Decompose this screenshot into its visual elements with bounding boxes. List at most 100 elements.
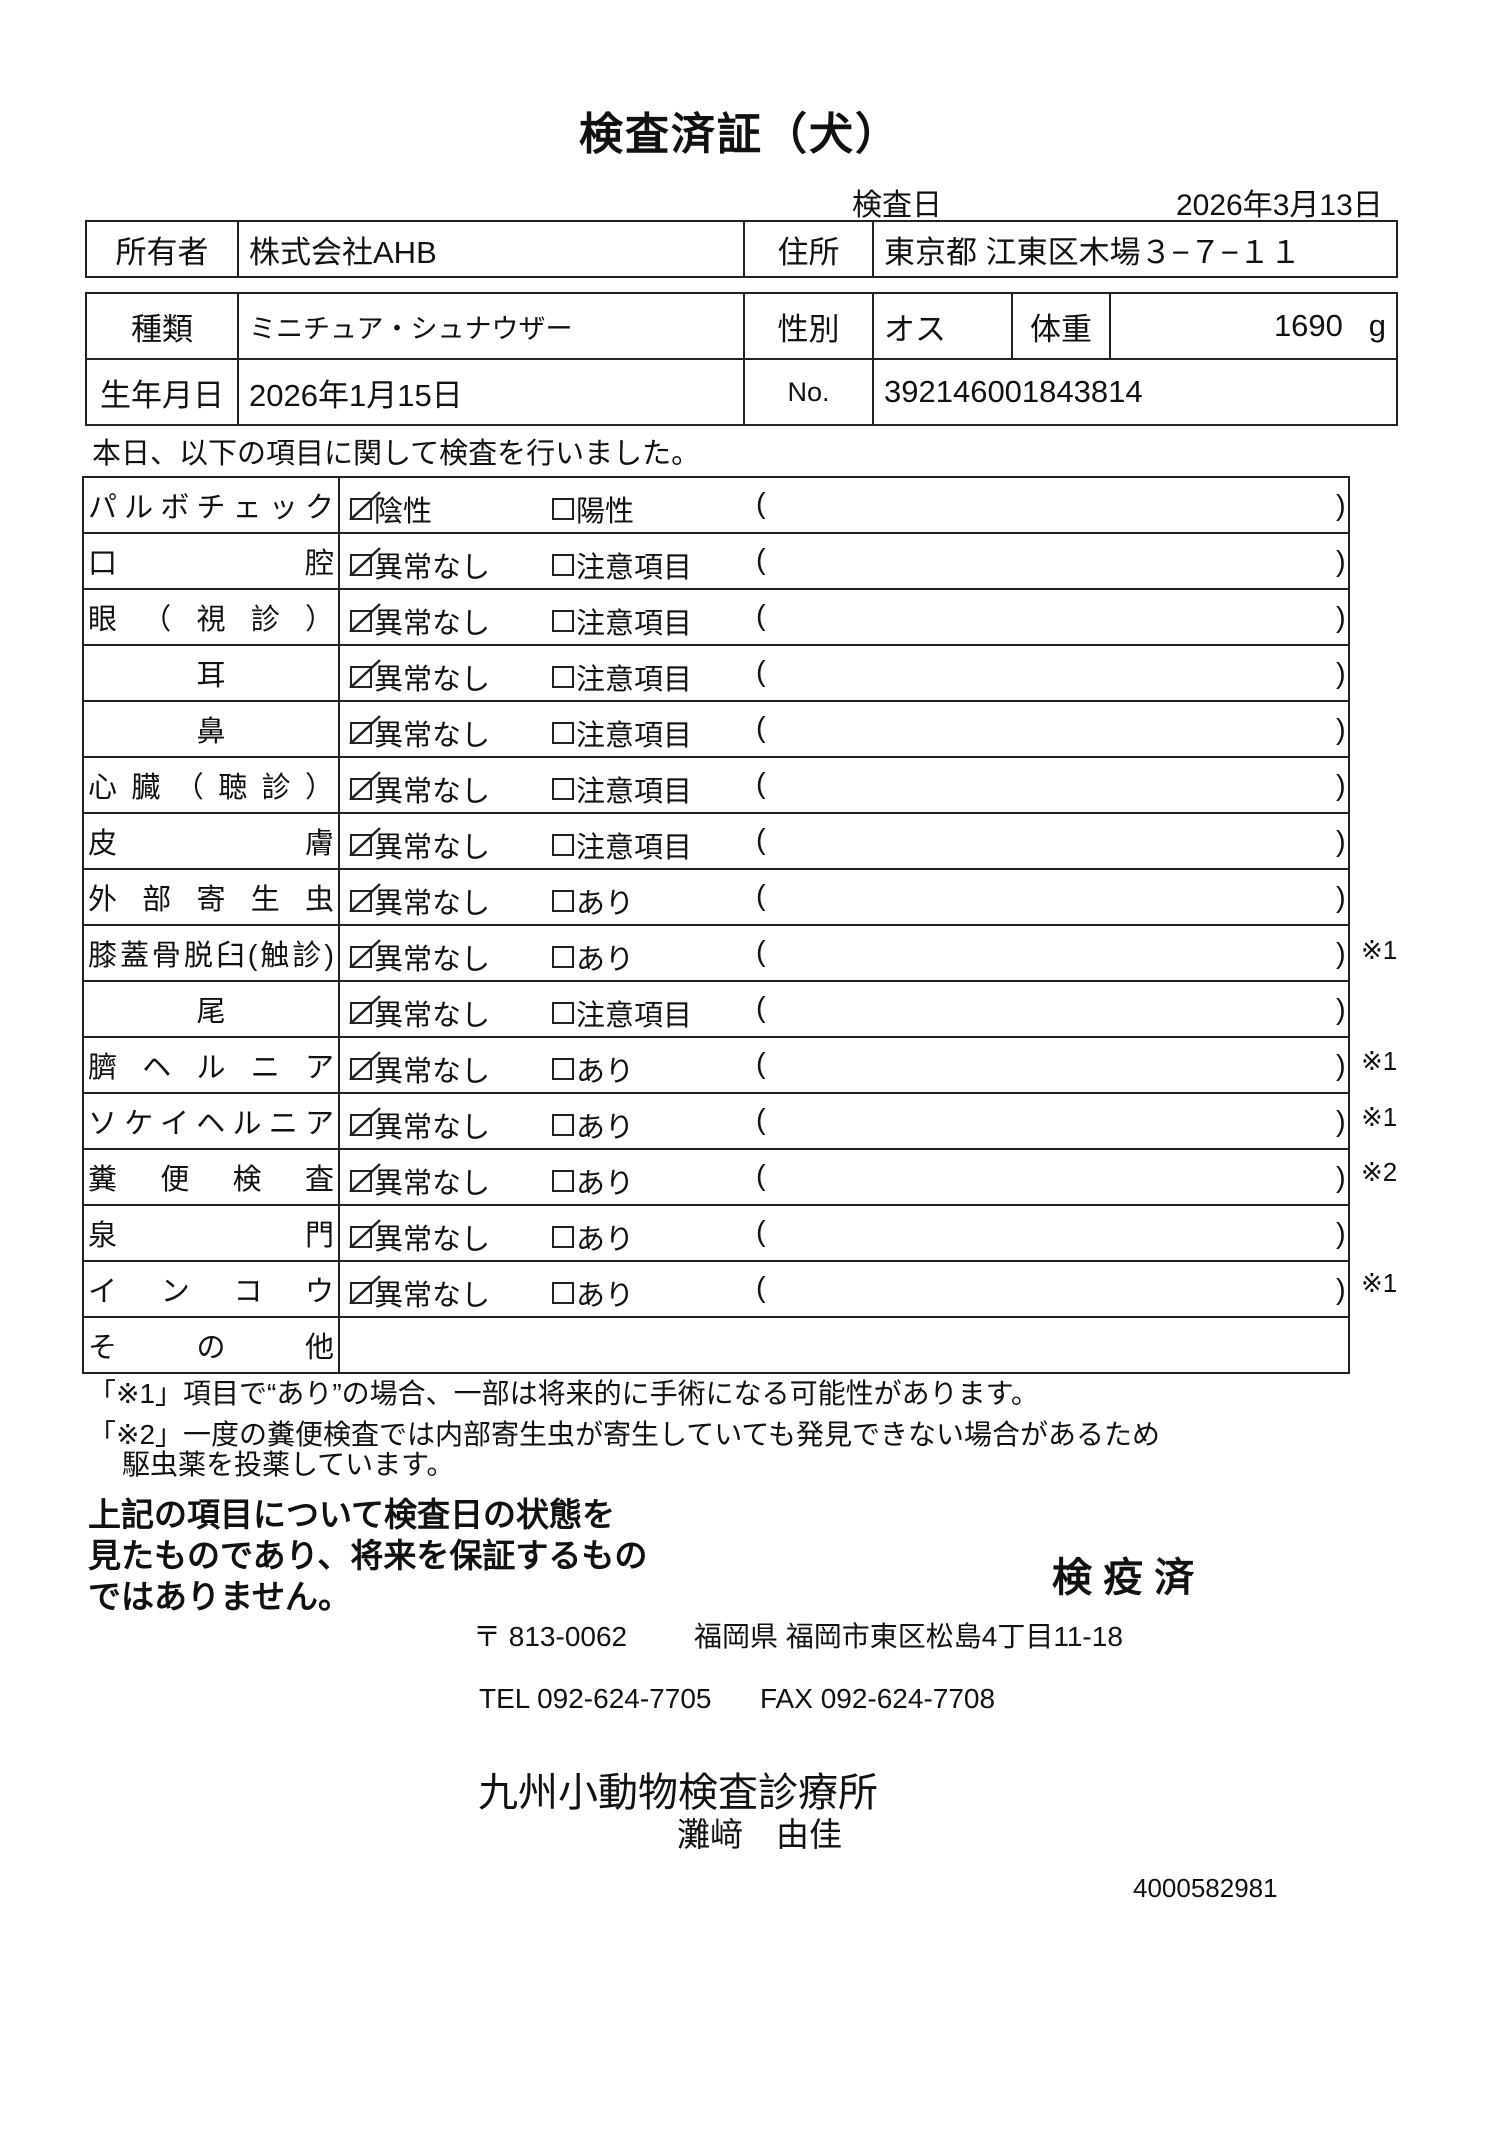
option-normal[interactable]: 異常なし bbox=[349, 600, 490, 642]
paren-close: ) bbox=[1336, 490, 1346, 522]
address-label: 住所 bbox=[743, 220, 874, 278]
option-concern[interactable]: 注意項目 bbox=[552, 824, 692, 866]
sex-label: 性別 bbox=[743, 292, 874, 360]
checkbox-checked-icon[interactable] bbox=[349, 939, 381, 968]
option-concern-label: あり bbox=[576, 1280, 635, 1312]
option-normal[interactable]: 異常なし bbox=[349, 824, 490, 866]
weight-number: 1690 bbox=[1273, 308, 1343, 343]
option-concern[interactable]: 注意項目 bbox=[552, 544, 692, 586]
checkbox-checked-icon[interactable] bbox=[349, 883, 381, 912]
checkbox-checked-icon[interactable] bbox=[349, 1107, 381, 1136]
animal-table: 種類 ミニチュア・シュナウザー 性別 オス 体重 1690 g 生年月日 202… bbox=[85, 292, 1398, 426]
option-concern[interactable]: 注意項目 bbox=[552, 768, 692, 810]
paren-open: ( bbox=[756, 488, 766, 520]
checkbox-checked-icon[interactable] bbox=[349, 715, 381, 744]
option-normal-label: 異常なし bbox=[374, 1280, 491, 1312]
paren-open: ( bbox=[756, 1160, 766, 1192]
paren-open: ( bbox=[756, 824, 766, 856]
option-concern[interactable]: あり bbox=[552, 1048, 634, 1090]
option-concern[interactable]: 注意項目 bbox=[552, 656, 692, 698]
paren-close: ) bbox=[1336, 826, 1346, 858]
checkbox-icon[interactable] bbox=[552, 946, 574, 968]
option-normal[interactable]: 異常なし bbox=[349, 768, 490, 810]
checkbox-checked-icon[interactable] bbox=[349, 827, 381, 856]
checkbox-icon[interactable] bbox=[552, 1114, 574, 1136]
checkbox-icon[interactable] bbox=[552, 778, 574, 800]
option-normal[interactable]: 異常なし bbox=[349, 880, 490, 922]
check-label: 耳 bbox=[82, 644, 340, 702]
option-normal[interactable]: 異常なし bbox=[349, 1104, 490, 1146]
option-concern-label: 注意項目 bbox=[576, 552, 693, 584]
check-cell: 異常なし あり ( ) bbox=[338, 868, 1350, 926]
checkbox-checked-icon[interactable] bbox=[349, 547, 381, 576]
checkbox-icon[interactable] bbox=[552, 610, 574, 632]
option-concern[interactable]: 注意項目 bbox=[552, 992, 692, 1034]
checkbox-checked-icon[interactable] bbox=[349, 1219, 381, 1248]
option-normal[interactable]: 陰性 bbox=[349, 488, 432, 530]
checkbox-icon[interactable] bbox=[552, 722, 574, 744]
no-value: 392146001843814 bbox=[872, 358, 1398, 426]
checkbox-icon[interactable] bbox=[552, 1058, 574, 1080]
paren-close: ) bbox=[1336, 994, 1346, 1026]
option-normal[interactable]: 異常なし bbox=[349, 712, 490, 754]
option-normal[interactable]: 異常なし bbox=[349, 1160, 490, 1202]
no-label: No. bbox=[743, 358, 874, 426]
disclaimer-line-1: 上記の項目について検査日の状態を bbox=[88, 1496, 616, 1533]
checkbox-checked-icon[interactable] bbox=[349, 771, 381, 800]
checkbox-checked-icon[interactable] bbox=[349, 603, 381, 632]
option-concern[interactable]: 注意項目 bbox=[552, 600, 692, 642]
paren-open: ( bbox=[756, 1104, 766, 1136]
check-cell: 異常なし 注意項目 ( ) bbox=[338, 812, 1350, 870]
check-cell: 陰性 陽性 ( ) bbox=[338, 476, 1350, 534]
check-row: 臍ヘルニア 異常なし あり ( ) bbox=[82, 1036, 1350, 1094]
option-normal[interactable]: 異常なし bbox=[349, 1048, 490, 1090]
checkbox-checked-icon[interactable] bbox=[349, 659, 381, 688]
option-concern-label: 注意項目 bbox=[576, 664, 693, 696]
checkbox-icon[interactable] bbox=[552, 890, 574, 912]
checkbox-icon[interactable] bbox=[552, 666, 574, 688]
checkbox-checked-icon[interactable] bbox=[349, 995, 381, 1024]
address-value: 東京都 江東区木場３−７−１１ bbox=[872, 220, 1398, 278]
option-concern[interactable]: 陽性 bbox=[552, 488, 634, 530]
owner-table: 所有者 株式会社AHB 住所 東京都 江東区木場３−７−１１ bbox=[85, 220, 1398, 278]
paren-open: ( bbox=[756, 880, 766, 912]
option-normal[interactable]: 異常なし bbox=[349, 936, 490, 978]
option-normal[interactable]: 異常なし bbox=[349, 1272, 491, 1314]
checkbox-icon[interactable] bbox=[552, 554, 574, 576]
option-concern[interactable]: あり bbox=[552, 1104, 634, 1146]
option-normal[interactable]: 異常なし bbox=[349, 1216, 491, 1258]
option-normal[interactable]: 異常なし bbox=[349, 992, 490, 1034]
option-normal[interactable]: 異常なし bbox=[349, 544, 490, 586]
checkbox-checked-icon[interactable] bbox=[349, 1275, 381, 1304]
option-concern[interactable]: あり bbox=[552, 936, 634, 978]
clinic-address: 福岡県 福岡市東区松島4丁目11-18 bbox=[694, 1621, 1123, 1652]
other-field[interactable] bbox=[338, 1316, 1350, 1374]
check-row: 尾 異常なし 注意項目 ( ) bbox=[82, 980, 1350, 1038]
paren-open: ( bbox=[756, 768, 766, 800]
checkbox-icon[interactable] bbox=[552, 498, 574, 520]
check-row-other: その他 bbox=[82, 1316, 1350, 1374]
checkbox-checked-icon[interactable] bbox=[349, 491, 381, 520]
paren-open: ( bbox=[756, 712, 766, 744]
option-concern-label: あり bbox=[576, 1056, 635, 1088]
paren-open: ( bbox=[756, 1216, 766, 1248]
check-cell: 異常なし 注意項目 ( ) bbox=[338, 980, 1350, 1038]
option-concern[interactable]: あり bbox=[552, 880, 634, 922]
disclaimer-line-3: ではありません。 bbox=[88, 1578, 352, 1615]
option-normal[interactable]: 異常なし bbox=[349, 656, 490, 698]
option-concern-label: 注意項目 bbox=[576, 832, 693, 864]
checkbox-icon[interactable] bbox=[552, 834, 574, 856]
check-label: 臍ヘルニア bbox=[82, 1036, 340, 1094]
option-concern[interactable]: あり bbox=[552, 1272, 634, 1314]
checkbox-checked-icon[interactable] bbox=[349, 1163, 381, 1192]
checkbox-icon[interactable] bbox=[552, 1226, 574, 1248]
option-concern[interactable]: あり bbox=[552, 1216, 634, 1258]
option-concern-label: 注意項目 bbox=[576, 1000, 693, 1032]
option-concern[interactable]: あり bbox=[552, 1160, 634, 1202]
checkbox-icon[interactable] bbox=[552, 1170, 574, 1192]
option-concern[interactable]: 注意項目 bbox=[552, 712, 692, 754]
checkbox-icon[interactable] bbox=[552, 1282, 574, 1304]
checkbox-icon[interactable] bbox=[552, 1002, 574, 1024]
option-normal-label: 異常なし bbox=[374, 1224, 491, 1256]
checkbox-checked-icon[interactable] bbox=[349, 1051, 381, 1080]
